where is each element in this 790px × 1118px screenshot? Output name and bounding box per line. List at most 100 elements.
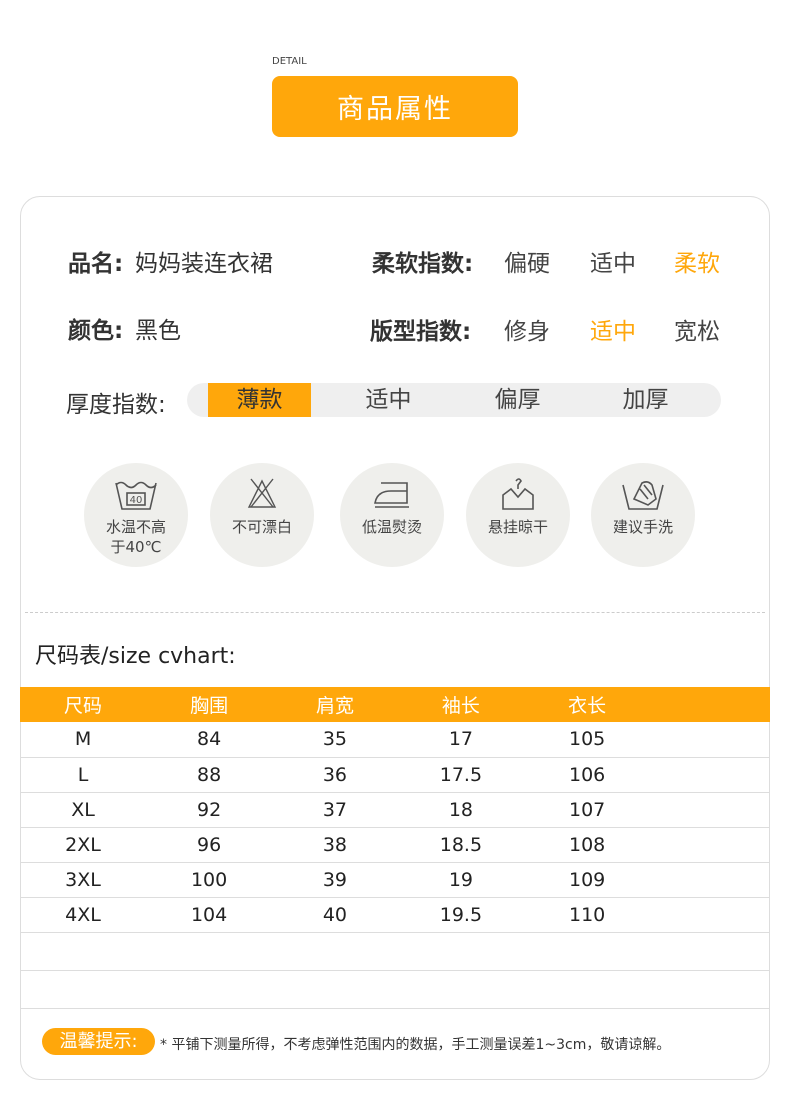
- care-label: 建议手洗: [612, 518, 673, 536]
- care-hang-dry: 悬挂晾干: [466, 463, 570, 567]
- table-cell: 105: [524, 722, 651, 758]
- table-cell: XL: [20, 792, 147, 828]
- table-cell-empty: [272, 970, 398, 1009]
- fit-option-selected: 适中: [590, 319, 636, 345]
- fit-label: 版型指数:: [370, 319, 472, 345]
- table-row: 3XL 100 39 19 109: [20, 862, 770, 898]
- color-value: 黑色: [135, 318, 181, 344]
- svg-text:40: 40: [130, 495, 143, 506]
- table-cell: 96: [146, 827, 273, 863]
- table-cell-empty: [650, 932, 770, 971]
- care-label: 低温熨烫: [361, 518, 422, 536]
- table-cell-empty: [146, 932, 273, 971]
- thickness-option: 加厚: [622, 387, 669, 413]
- name-label: 品名:: [68, 251, 124, 277]
- column-header: 袖长: [397, 687, 525, 722]
- detail-label: DETAIL: [272, 56, 307, 67]
- table-cell: 18.5: [397, 827, 525, 863]
- table-cell-empty: [524, 932, 651, 971]
- column-header: 尺码: [20, 687, 147, 722]
- table-cell-empty: [20, 970, 147, 1009]
- table-cell: 18: [397, 792, 525, 828]
- column-header: 胸围: [146, 687, 273, 722]
- care-wash-40: 40 水温不高于40℃: [84, 463, 188, 567]
- table-cell-empty: [650, 792, 770, 828]
- hang-dry-icon: [502, 478, 534, 510]
- table-cell-empty: [272, 932, 398, 971]
- no-bleach-icon: [247, 478, 277, 508]
- thickness-option: 适中: [365, 387, 412, 413]
- care-label: 水温不高: [105, 518, 166, 536]
- fit-option: 修身: [504, 319, 550, 345]
- table-cell: 38: [272, 827, 398, 863]
- size-chart-table: 尺码 胸围 肩宽 袖长 衣长 M 84 35 17 105 L 88 36 17.5 106 XL 9…: [20, 687, 770, 1009]
- table-cell: 19: [397, 862, 525, 898]
- table-cell-empty: [146, 970, 273, 1009]
- tip-text: * 平铺下测量所得，不考虑弹性范围内的数据，手工测量误差1~3cm，敬请谅解。: [160, 1037, 671, 1053]
- name-value: 妈妈装连衣裙: [135, 251, 273, 277]
- table-cell-empty: [524, 970, 651, 1009]
- column-header: 衣长: [524, 687, 651, 722]
- softness-option: 偏硬: [504, 251, 550, 277]
- table-cell: 100: [146, 862, 273, 898]
- attributes-card: [20, 196, 770, 1080]
- table-cell: 39: [272, 862, 398, 898]
- table-cell: 17: [397, 722, 525, 758]
- table-row: L 88 36 17.5 106: [20, 757, 770, 793]
- column-header-empty: [650, 687, 770, 722]
- table-cell: 107: [524, 792, 651, 828]
- section-title: 商品属性: [272, 76, 518, 137]
- table-row-empty: [20, 932, 770, 971]
- table-cell: 106: [524, 757, 651, 793]
- table-cell: 40: [272, 897, 398, 933]
- column-header: 肩宽: [272, 687, 398, 722]
- divider: [25, 612, 765, 613]
- care-no-bleach: 不可漂白: [210, 463, 314, 567]
- table-cell: L: [20, 757, 147, 793]
- care-hand-wash: 建议手洗: [591, 463, 695, 567]
- table-cell: 3XL: [20, 862, 147, 898]
- care-label-2: 于40℃: [110, 538, 162, 556]
- table-cell-empty: [650, 757, 770, 793]
- care-low-iron: 低温熨烫: [340, 463, 444, 567]
- table-row: M 84 35 17 105: [20, 722, 770, 758]
- table-cell: 2XL: [20, 827, 147, 863]
- size-chart-title: 尺码表/size cvhart:: [35, 644, 236, 669]
- table-cell-empty: [397, 932, 525, 971]
- table-cell: 4XL: [20, 897, 147, 933]
- table-cell: 17.5: [397, 757, 525, 793]
- table-cell-empty: [650, 722, 770, 758]
- low-iron-icon: [374, 482, 409, 508]
- thickness-option: 偏厚: [494, 387, 541, 413]
- table-cell: 36: [272, 757, 398, 793]
- softness-option-selected: 柔软: [674, 251, 720, 277]
- table-cell-empty: [397, 970, 525, 1009]
- thickness-option-selected: 薄款: [208, 383, 311, 417]
- table-cell-empty: [20, 932, 147, 971]
- table-cell: 84: [146, 722, 273, 758]
- table-cell-empty: [650, 827, 770, 863]
- table-row: 4XL 104 40 19.5 110: [20, 897, 770, 933]
- table-row: XL 92 37 18 107: [20, 792, 770, 828]
- table-cell: 88: [146, 757, 273, 793]
- fit-option: 宽松: [674, 319, 720, 345]
- softness-option: 适中: [590, 251, 636, 277]
- thickness-label: 厚度指数:: [66, 392, 166, 418]
- softness-label: 柔软指数:: [372, 251, 474, 277]
- table-cell: 37: [272, 792, 398, 828]
- hand-wash-icon: [622, 481, 664, 510]
- table-cell: 19.5: [397, 897, 525, 933]
- care-label: 不可漂白: [231, 518, 292, 536]
- table-cell: 110: [524, 897, 651, 933]
- table-cell: 109: [524, 862, 651, 898]
- table-row: 2XL 96 38 18.5 108: [20, 827, 770, 863]
- tip-badge: 温馨提示:: [42, 1028, 155, 1055]
- table-cell: M: [20, 722, 147, 758]
- table-cell-empty: [650, 897, 770, 933]
- wash-40-icon: 40: [115, 481, 157, 510]
- table-header-row: 尺码 胸围 肩宽 袖长 衣长: [20, 687, 770, 722]
- table-cell: 92: [146, 792, 273, 828]
- color-label: 颜色:: [68, 318, 124, 344]
- table-cell-empty: [650, 970, 770, 1009]
- table-cell: 35: [272, 722, 398, 758]
